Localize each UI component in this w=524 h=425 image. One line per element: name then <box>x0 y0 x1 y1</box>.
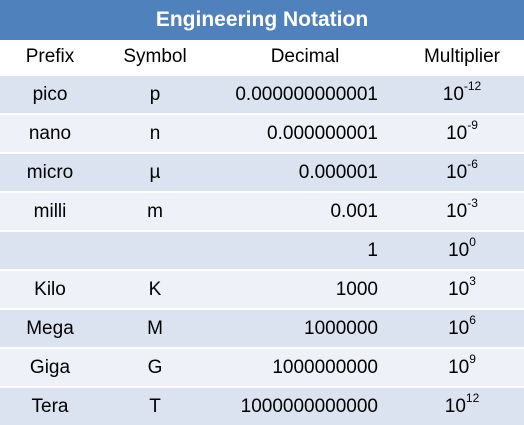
prefix-cell: Kilo <box>0 269 100 309</box>
multiplier-cell: 100 <box>400 230 524 270</box>
table-row: milli m 0.001 10-3 <box>0 191 524 231</box>
decimal-cell: 1000000 <box>210 308 400 348</box>
column-header-symbol: Symbol <box>100 40 210 76</box>
symbol-cell <box>100 230 210 270</box>
multiplier-exponent: -3 <box>467 196 478 211</box>
multiplier-base: 10 <box>448 278 470 300</box>
multiplier-cell: 10-9 <box>400 113 524 153</box>
column-header-multiplier: Multiplier <box>400 40 524 76</box>
multiplier-base: 10 <box>446 122 468 144</box>
prefix-cell: nano <box>0 113 100 153</box>
symbol-cell: p <box>100 74 210 114</box>
multiplier-base: 10 <box>448 317 470 339</box>
decimal-cell: 0.000000001 <box>210 113 400 153</box>
table-row: 1 100 <box>0 230 524 270</box>
multiplier-cell: 1012 <box>400 386 524 425</box>
prefix-cell: pico <box>0 74 100 114</box>
multiplier-base: 10 <box>448 356 470 378</box>
symbol-cell: M <box>100 308 210 348</box>
symbol-cell: µ <box>100 152 210 192</box>
table-row: pico p 0.000000000001 10-12 <box>0 74 524 114</box>
prefix-cell <box>0 230 100 270</box>
table-row: Tera T 1000000000000 1012 <box>0 386 524 425</box>
table-row: nano n 0.000000001 10-9 <box>0 113 524 153</box>
decimal-cell: 1000000000 <box>210 347 400 387</box>
decimal-cell: 0.001 <box>210 191 400 231</box>
symbol-cell: G <box>100 347 210 387</box>
table-row: micro µ 0.000001 10-6 <box>0 152 524 192</box>
multiplier-exponent: 6 <box>469 313 476 328</box>
multiplier-exponent: -12 <box>463 79 482 94</box>
engineering-notation-table: Prefix Symbol Decimal Multiplier pico p … <box>0 40 524 425</box>
decimal-cell: 1 <box>210 230 400 270</box>
multiplier-cell: 103 <box>400 269 524 309</box>
multiplier-base: 10 <box>442 83 464 105</box>
prefix-cell: micro <box>0 152 100 192</box>
symbol-cell: T <box>100 386 210 425</box>
column-header-prefix: Prefix <box>0 40 100 76</box>
decimal-cell: 1000000000000 <box>210 386 400 425</box>
multiplier-exponent: 12 <box>465 391 480 406</box>
multiplier-base: 10 <box>446 200 468 222</box>
multiplier-cell: 10-12 <box>400 74 524 114</box>
symbol-cell: n <box>100 113 210 153</box>
multiplier-exponent: 0 <box>469 235 476 250</box>
decimal-cell: 0.000000000001 <box>210 74 400 114</box>
prefix-cell: Giga <box>0 347 100 387</box>
multiplier-exponent: 3 <box>469 274 476 289</box>
table-row: Kilo K 1000 103 <box>0 269 524 309</box>
multiplier-cell: 10-6 <box>400 152 524 192</box>
symbol-cell: K <box>100 269 210 309</box>
multiplier-exponent: -9 <box>467 118 478 133</box>
decimal-cell: 1000 <box>210 269 400 309</box>
multiplier-cell: 106 <box>400 308 524 348</box>
prefix-cell: Tera <box>0 386 100 425</box>
prefix-cell: milli <box>0 191 100 231</box>
multiplier-base: 10 <box>446 161 468 183</box>
table-row: Mega M 1000000 106 <box>0 308 524 348</box>
table-title: Engineering Notation <box>0 0 524 40</box>
symbol-cell: m <box>100 191 210 231</box>
table-row: Giga G 1000000000 109 <box>0 347 524 387</box>
multiplier-cell: 10-3 <box>400 191 524 231</box>
header-row: Prefix Symbol Decimal Multiplier <box>0 40 524 76</box>
multiplier-exponent: -6 <box>467 157 478 172</box>
decimal-cell: 0.000001 <box>210 152 400 192</box>
column-header-decimal: Decimal <box>210 40 400 76</box>
multiplier-base: 10 <box>448 239 470 261</box>
multiplier-exponent: 9 <box>469 352 476 367</box>
prefix-cell: Mega <box>0 308 100 348</box>
multiplier-cell: 109 <box>400 347 524 387</box>
multiplier-base: 10 <box>444 395 466 417</box>
